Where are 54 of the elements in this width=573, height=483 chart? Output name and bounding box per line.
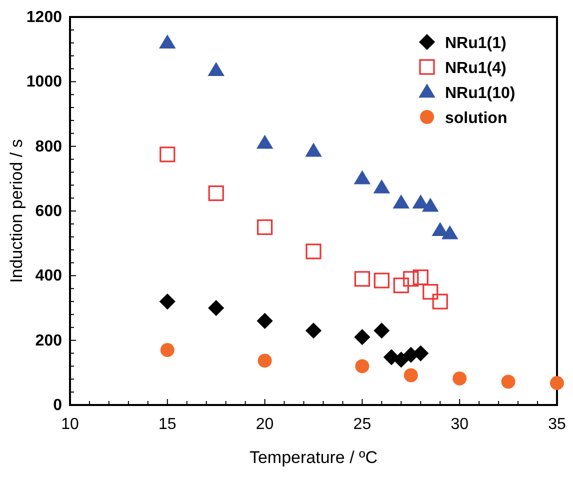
x-tick-label: 15 <box>158 416 176 433</box>
point <box>422 198 439 212</box>
point <box>256 312 273 329</box>
point <box>501 374 516 389</box>
point <box>305 322 322 339</box>
point <box>305 142 322 157</box>
point <box>354 271 370 287</box>
point <box>373 179 390 194</box>
x-tick-label: 30 <box>450 416 469 433</box>
point <box>354 329 370 346</box>
x-tick-label: 25 <box>353 416 372 433</box>
point <box>422 284 438 300</box>
point <box>404 368 418 382</box>
point <box>412 345 429 362</box>
point <box>208 300 224 316</box>
point <box>452 371 467 386</box>
legend-label: solution <box>445 110 508 127</box>
x-tick-label: 10 <box>61 416 79 433</box>
point <box>412 269 428 286</box>
point <box>159 34 176 48</box>
point <box>354 170 371 184</box>
point <box>374 272 390 288</box>
legend-label: NRu1(4) <box>445 60 506 77</box>
point <box>550 376 564 390</box>
x-axis-title: Temperature / ºC <box>249 448 378 467</box>
y-tick-label: 1000 <box>26 74 62 91</box>
point <box>441 225 458 240</box>
y-axis-title: Induction period / s <box>7 139 26 283</box>
x-tick-label: 35 <box>548 416 566 433</box>
y-tick-label: 1200 <box>26 9 62 26</box>
point <box>258 354 272 368</box>
point <box>392 194 410 209</box>
point <box>160 146 176 162</box>
point <box>160 343 174 358</box>
point <box>393 278 409 294</box>
x-tick-label: 20 <box>256 416 274 433</box>
point <box>306 244 322 260</box>
point <box>208 185 224 202</box>
point <box>393 352 410 368</box>
point <box>159 293 176 310</box>
point <box>374 322 390 339</box>
y-tick-label: 600 <box>35 203 62 220</box>
y-tick-label: 800 <box>35 138 62 156</box>
legend-label: NRu1(10) <box>445 85 516 102</box>
point <box>257 219 273 235</box>
point <box>208 62 224 76</box>
point <box>432 294 448 310</box>
y-tick-label: 200 <box>35 332 62 350</box>
legend-label: NRu1(1) <box>445 35 506 52</box>
point <box>256 134 274 149</box>
y-tick-label: 400 <box>35 268 62 285</box>
point <box>403 271 419 287</box>
y-tick-label: 0 <box>53 397 62 414</box>
point <box>355 359 370 374</box>
